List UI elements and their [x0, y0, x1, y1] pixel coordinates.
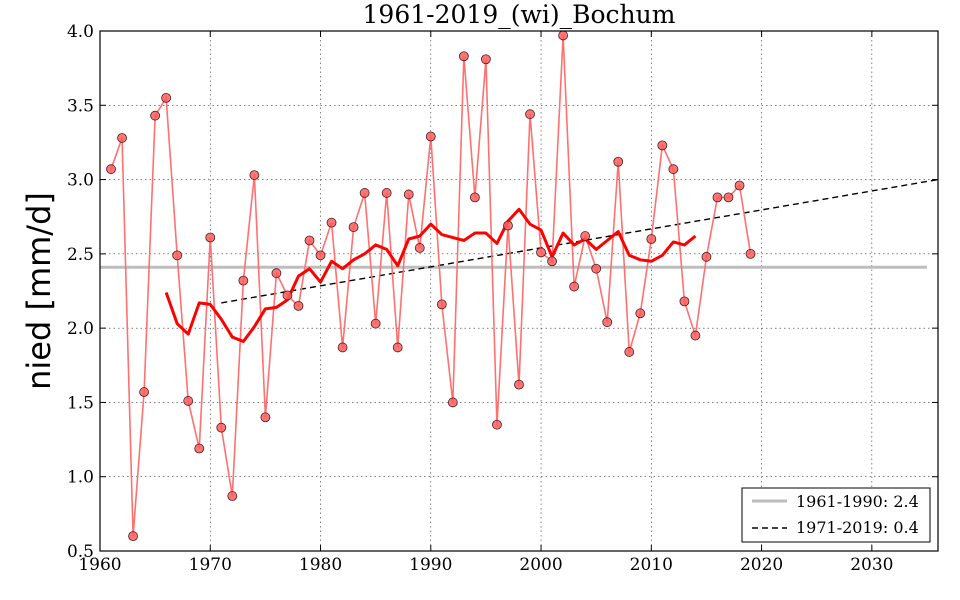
legend-box — [741, 487, 931, 543]
annual-data-point — [558, 30, 569, 41]
annual-data-point — [392, 342, 403, 353]
annual-data-point — [657, 140, 668, 151]
series-layer — [100, 30, 939, 542]
annual-data-point — [503, 220, 513, 231]
x-tick-label: 2000 — [519, 555, 562, 575]
annual-data-point — [227, 491, 238, 501]
annual-data-point — [106, 164, 116, 175]
y-tick-label: 1.5 — [67, 393, 94, 413]
annual-data-point — [624, 347, 635, 357]
x-tick-label: 2010 — [630, 555, 673, 575]
annual-data-point — [381, 188, 392, 198]
annual-data-point — [326, 217, 337, 228]
x-tick-label: 1960 — [78, 555, 121, 575]
annual-data-point — [260, 412, 271, 423]
annual-data-point — [161, 92, 172, 103]
annual-data-point — [337, 342, 348, 353]
annual-data-point — [447, 397, 458, 408]
annual-data-point — [117, 133, 127, 143]
legend: 1961-1990: 2.4 1971-2019: 0.4 — [741, 487, 931, 543]
grid — [100, 31, 938, 551]
x-tick-label: 1990 — [409, 555, 452, 575]
annual-data-point — [139, 387, 150, 397]
y-axis-label: nied [mm/d] — [20, 192, 58, 390]
annual-data-point — [150, 110, 161, 121]
plot-background — [100, 31, 938, 551]
x-tick-label: 2030 — [850, 555, 893, 575]
y-tick-label: 4.0 — [67, 22, 94, 42]
annual-data-point — [613, 156, 624, 167]
annual-data-point — [238, 275, 249, 286]
annual-data-point — [183, 396, 194, 406]
annual-data-point — [458, 51, 469, 62]
annual-data-point — [359, 188, 370, 198]
plot-frame — [99, 30, 939, 552]
annual-data-point — [745, 248, 756, 259]
annual-data-point — [712, 192, 723, 203]
annual-data-point — [547, 256, 557, 267]
annual-data-point — [492, 419, 502, 430]
annual-data-point — [635, 308, 646, 319]
annual-data-point — [734, 180, 745, 191]
y-tick-label: 3.5 — [67, 96, 94, 116]
annual-data-point — [194, 443, 205, 454]
x-tick-label: 2020 — [740, 555, 783, 575]
annual-data-point — [249, 170, 260, 181]
annual-data-point — [514, 379, 524, 390]
annual-data-point — [469, 192, 480, 203]
annual-data-point — [425, 131, 436, 142]
annual-data-point — [646, 234, 657, 244]
y-tick-label: 1.0 — [67, 468, 94, 488]
legend-label-baseline: 1961-1990: 2.4 — [796, 492, 919, 511]
annual-data-point — [602, 317, 613, 328]
annual-data-point — [205, 232, 216, 243]
annual-data-point — [580, 231, 591, 241]
annual-data-point — [436, 299, 447, 310]
annual-data-point — [403, 189, 414, 200]
annual-data-point — [701, 251, 712, 262]
annual-data-point — [679, 296, 690, 307]
annual-data-point — [315, 250, 326, 261]
annual-data-point — [591, 263, 602, 274]
axis-ticks: 1960 1970 1980 1990 2000 2010 2020 2030 0.5 1.0 1.… — [67, 22, 938, 575]
legend-label-trend: 1971-2019: 0.4 — [796, 518, 919, 537]
annual-data-point — [481, 54, 491, 65]
annual-data-point — [128, 531, 138, 542]
moving-average-line — [164, 207, 697, 344]
annual-data-point — [348, 222, 359, 233]
annual-data-point — [271, 268, 282, 279]
y-tick-label: 0.5 — [67, 542, 94, 562]
annual-data-point — [525, 109, 535, 120]
annual-data-point — [668, 164, 679, 175]
y-tick-label: 2.5 — [67, 245, 94, 265]
x-tick-label: 1980 — [299, 555, 342, 575]
annual-data-point — [723, 192, 734, 203]
annual-data-point — [690, 330, 701, 341]
x-tick-label: 1970 — [189, 555, 232, 575]
annual-data-point — [370, 318, 381, 329]
annual-data-point — [293, 300, 304, 311]
annual-data-point — [414, 243, 425, 253]
annual-data-point — [569, 281, 580, 292]
annual-data-point — [304, 235, 315, 246]
annual-data-point — [216, 422, 227, 433]
y-tick-label: 2.0 — [67, 319, 94, 339]
annual-data-point — [282, 290, 293, 301]
y-tick-label: 3.0 — [67, 171, 94, 191]
annual-data-point — [536, 247, 546, 258]
annual-data-point — [172, 250, 183, 261]
chart-title: 1961-2019_(wi)_Bochum — [363, 0, 676, 29]
